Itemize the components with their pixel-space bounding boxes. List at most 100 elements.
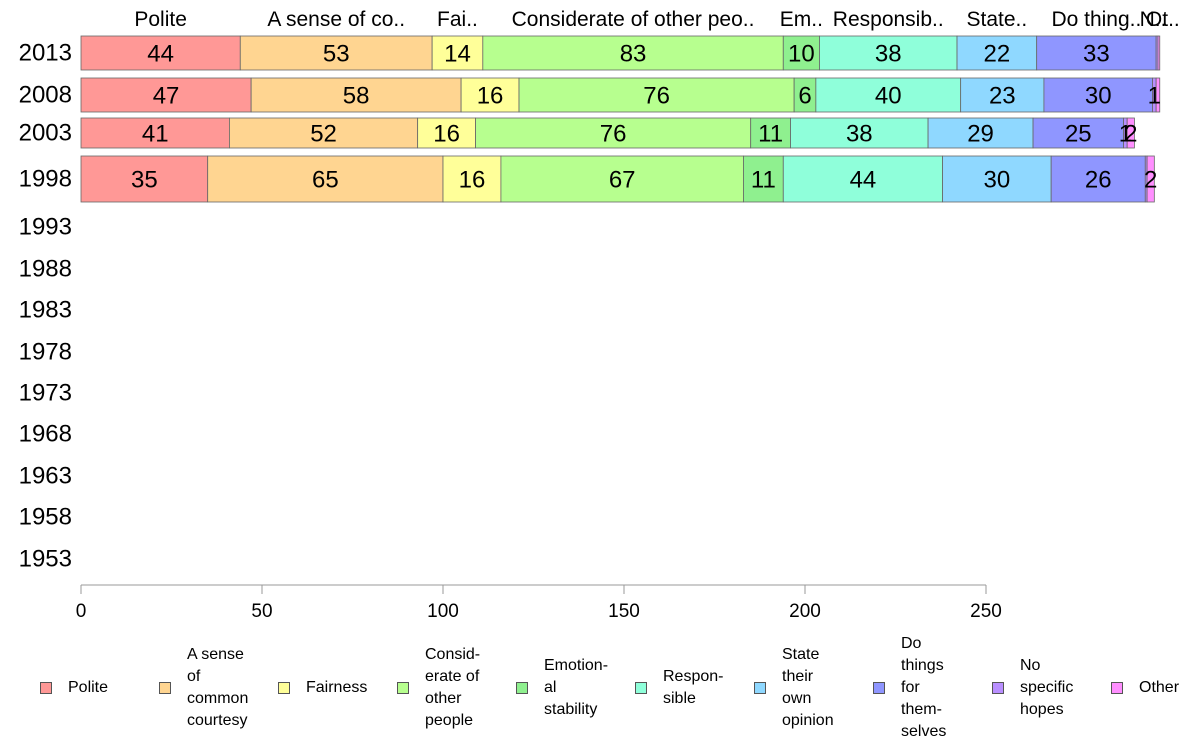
legend-label-line: Polite bbox=[68, 679, 109, 696]
bar-label-2013-2: 14 bbox=[444, 41, 471, 68]
bar-2008-fairness bbox=[460, 77, 520, 113]
legend-label-line: of bbox=[187, 668, 201, 685]
legend-label-line: Respon- bbox=[663, 668, 724, 685]
bar-2008-state-their-own-opinion bbox=[960, 77, 1045, 113]
bar-2003-considerate-of-other-people bbox=[475, 117, 752, 149]
bar-2003-emotional-stability bbox=[750, 117, 791, 149]
bar-label-2013-7: 33 bbox=[1083, 41, 1110, 68]
legend-label-line: them- bbox=[901, 701, 942, 718]
y-tick-label-1998: 1998 bbox=[19, 166, 72, 193]
legend-item-a-sense-of-common-courtesy: A sense of common courtesy bbox=[159, 644, 248, 732]
legend-item-responsible: Respon-sible bbox=[635, 666, 723, 710]
y-tick-label-1983: 1983 bbox=[19, 297, 72, 324]
legend-label-line: for bbox=[901, 679, 920, 696]
bar-2003-state-their-own-opinion bbox=[927, 117, 1034, 149]
header-label-7: Do thing.. bbox=[1051, 8, 1141, 31]
bar-1998-fairness bbox=[442, 155, 502, 203]
legend-swatch bbox=[516, 682, 528, 694]
legend-item-no-specific-hopes: No specific hopes bbox=[992, 655, 1073, 721]
x-tick-label-150: 150 bbox=[608, 601, 640, 622]
bar-label-1998-5: 44 bbox=[850, 167, 877, 194]
bar-label-2008-4: 6 bbox=[798, 83, 811, 110]
bar-label-2008-3: 76 bbox=[643, 83, 670, 110]
bar-1998-considerate-of-other-people bbox=[500, 155, 744, 203]
bar-label-1998-3: 67 bbox=[609, 167, 636, 194]
legend-label-line: common bbox=[187, 690, 249, 707]
legend-item-do-things-for-themselves: Do things for them-selves bbox=[873, 633, 946, 743]
bar-label-2013-1: 53 bbox=[323, 41, 350, 68]
bar-label-1998-4: 11 bbox=[751, 167, 776, 194]
bar-2003-other bbox=[1126, 117, 1135, 149]
legend-item-other: Other bbox=[1111, 677, 1179, 699]
legend-label-line: people bbox=[425, 712, 474, 729]
y-tick-label-1973: 1973 bbox=[19, 380, 72, 407]
y-axis-tick-labels: 2013 2008 2003 1998 1993 1988 1983 1978 1973 1968… bbox=[19, 40, 72, 573]
bar-2008-polite bbox=[80, 77, 252, 113]
x-tick-label-50: 50 bbox=[251, 601, 272, 622]
bar-label-1998-7: 26 bbox=[1085, 167, 1112, 194]
x-tick-label-0: 0 bbox=[76, 601, 87, 622]
bar-2008-a-sense-of-common-courtesy bbox=[250, 77, 462, 113]
bar-2003-responsible bbox=[790, 117, 929, 149]
bar-label-2013-0: 44 bbox=[147, 41, 174, 68]
header-label-3: Considerate of other peo.. bbox=[512, 8, 755, 31]
legend-swatch bbox=[278, 682, 290, 694]
legend-label-line: al bbox=[544, 679, 557, 696]
legend-label-line: Do bbox=[901, 635, 922, 652]
legend-item-polite: Polite bbox=[40, 677, 108, 699]
y-tick-label-1988: 1988 bbox=[19, 256, 72, 283]
bar-2013-emotional-stability bbox=[782, 35, 820, 71]
bar-2003-do-things-for-themselves bbox=[1032, 117, 1124, 149]
legend-label-line: Fairness bbox=[306, 679, 368, 696]
legend-label-line: other bbox=[425, 690, 462, 707]
bar-2013-responsible bbox=[819, 35, 958, 71]
bar-label-1998-6: 30 bbox=[984, 167, 1011, 194]
bar-label-2003-6: 29 bbox=[967, 121, 994, 148]
stacked-bar-chart: Polite A sense of co.. Fai.. Considerate of… bbox=[19, 8, 1180, 622]
bar-label-2003-1: 52 bbox=[310, 121, 337, 148]
y-tick-label-2003: 2003 bbox=[19, 120, 72, 147]
bar-2003-polite bbox=[80, 117, 230, 149]
legend-swatch bbox=[397, 682, 409, 694]
header-label-8: N.. bbox=[1140, 8, 1167, 31]
bar-1998-emotional-stability bbox=[743, 155, 784, 203]
bar-1998-a-sense-of-common-courtesy bbox=[207, 155, 444, 203]
legend-label: Consid-erate of other people bbox=[425, 644, 480, 732]
legend-swatch bbox=[873, 682, 885, 694]
y-tick-label-1968: 1968 bbox=[19, 421, 72, 448]
y-tick-label-1958: 1958 bbox=[19, 504, 72, 531]
x-tick-label-100: 100 bbox=[427, 601, 459, 622]
bar-label-1998-9: 2 bbox=[1144, 167, 1157, 194]
bar-label-2003-2: 16 bbox=[433, 121, 460, 148]
bar-label-2013-4: 10 bbox=[788, 41, 815, 68]
x-tick-label-200: 200 bbox=[789, 601, 821, 622]
bar-2003-fairness bbox=[417, 117, 476, 149]
bar-label-1998-2: 16 bbox=[459, 167, 486, 194]
x-axis: 0 50 100 150 200 250 bbox=[76, 584, 1002, 622]
column-header-labels: Polite A sense of co.. Fai.. Considerate of… bbox=[134, 8, 1179, 31]
bar-label-2008-8: 1 bbox=[1148, 83, 1161, 110]
legend-label-line: their bbox=[782, 668, 814, 685]
bar-label-2008-5: 40 bbox=[875, 83, 902, 110]
legend-label-line: A sense bbox=[187, 646, 244, 663]
legend-label-line: Consid- bbox=[425, 646, 481, 663]
bar-2013-state-their-own-opinion bbox=[956, 35, 1038, 71]
legend-item-emotional-stability: Emotion-al stability bbox=[516, 655, 608, 721]
legend-swatch bbox=[40, 682, 52, 694]
bar-2008-responsible bbox=[815, 77, 962, 113]
legend-item-considerate-of-other-people: Consid-erate of other people bbox=[397, 644, 480, 732]
bar-2008-do-things-for-themselves bbox=[1043, 77, 1153, 113]
header-label-1: A sense of co.. bbox=[267, 8, 405, 31]
legend-label: A sense of common courtesy bbox=[187, 644, 248, 732]
legend-swatch bbox=[1111, 682, 1123, 694]
y-tick-label-2008: 2008 bbox=[19, 82, 72, 109]
legend-label-line: things bbox=[901, 657, 944, 674]
legend-label: Other bbox=[1139, 677, 1179, 699]
legend-swatch bbox=[754, 682, 766, 694]
legend-label-line: specific bbox=[1020, 679, 1074, 696]
legend-label-line: No bbox=[1020, 657, 1041, 674]
header-label-6: State.. bbox=[967, 8, 1028, 31]
bar-label-2003-5: 38 bbox=[846, 121, 873, 148]
legend-label-line: erate of bbox=[425, 668, 480, 685]
